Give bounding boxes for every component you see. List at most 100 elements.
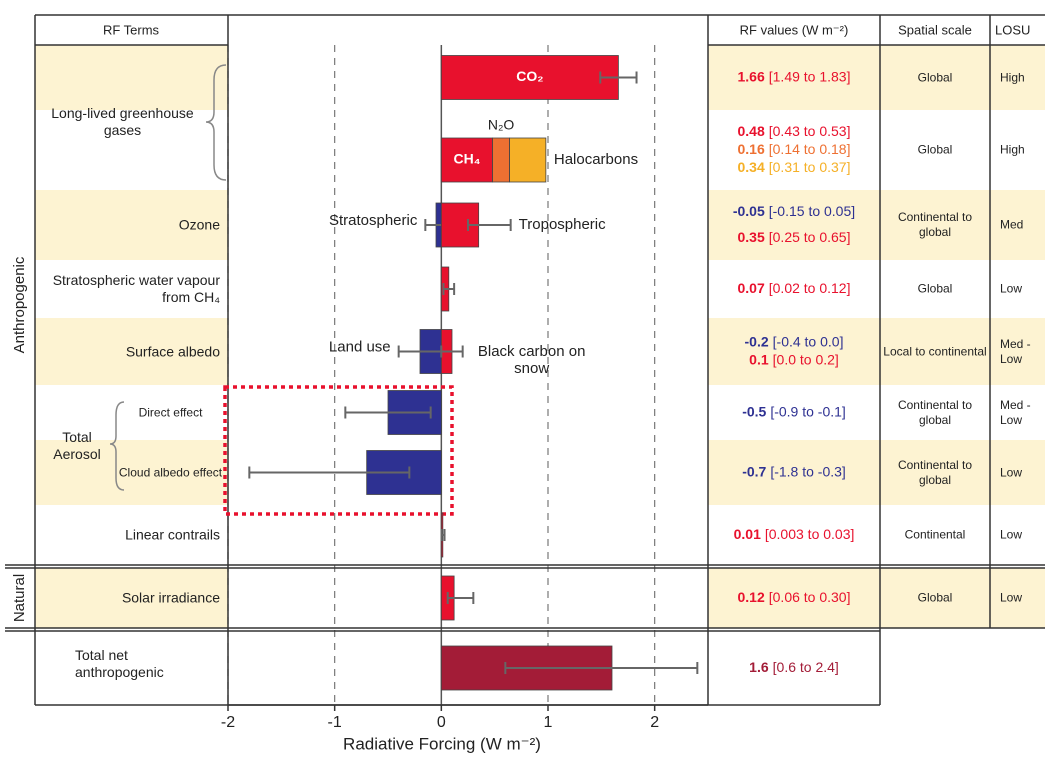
error-bar — [467, 219, 512, 231]
group-label: Total Aerosol — [53, 429, 101, 462]
losu: Med - Low — [1000, 397, 1031, 427]
row-label: Solar irradiance — [121, 589, 220, 606]
row-label: Stratospheric water vapour from CH₄ — [52, 272, 220, 305]
rf-value-number: -0.7 — [742, 463, 766, 479]
spatial-scale: Continental — [904, 527, 966, 542]
header: Spatial scale — [898, 22, 972, 37]
rf-value: -0.5 [-0.9 to -0.1] — [742, 403, 846, 419]
rf-value: 1.6 [0.6 to 2.4] — [749, 659, 839, 675]
brace — [205, 64, 227, 181]
rf-value: -0.7 [-1.8 to -0.3] — [742, 463, 846, 479]
rf-value-range: [0.003 to 0.03] — [765, 526, 855, 542]
error-bar — [344, 406, 432, 419]
bar-label: N₂O — [488, 117, 515, 133]
rf-value-number: -0.05 — [733, 203, 765, 219]
group-label: Natural — [11, 574, 28, 622]
rf-value-number: 0.35 — [738, 229, 765, 245]
rf-value-range: [0.14 to 0.18] — [769, 141, 851, 157]
x-tick-label: 0 — [437, 714, 446, 731]
x-tick-label: 1 — [544, 714, 553, 731]
losu: Low — [1000, 527, 1023, 542]
row-background — [708, 45, 1045, 110]
row-background — [35, 440, 228, 505]
bar-label: Tropospheric — [519, 216, 606, 233]
rf-value: 0.01 [0.003 to 0.03] — [734, 526, 855, 542]
losu: High — [1000, 142, 1025, 157]
rf-value: 0.1 [0.0 to 0.2] — [749, 351, 839, 367]
header: RF values (W m⁻²) — [740, 22, 849, 37]
x-tick-label: -2 — [221, 714, 235, 731]
row-background — [35, 190, 228, 260]
error-bar — [440, 345, 464, 358]
bar — [440, 137, 493, 183]
rf-value-number: 0.1 — [749, 351, 769, 367]
row-background — [35, 45, 228, 110]
rf-value-range: [0.06 to 0.30] — [769, 589, 851, 605]
row-background — [35, 318, 228, 385]
rf-value-range: [-1.8 to -0.3] — [770, 463, 845, 479]
row-background — [708, 190, 1045, 260]
header: RF Terms — [103, 22, 160, 37]
losu: Med — [1000, 217, 1024, 232]
rf-value-range: [-0.4 to 0.0] — [773, 333, 844, 349]
rf-value-number: 0.07 — [738, 280, 765, 296]
row-background — [708, 318, 1045, 385]
rf-value: 0.07 [0.02 to 0.12] — [738, 280, 851, 296]
losu: Low — [1000, 590, 1023, 605]
row-backgrounds — [35, 45, 1045, 628]
row-label: Ozone — [178, 216, 220, 233]
rf-value: 0.12 [0.06 to 0.30] — [738, 589, 851, 605]
rf-value-number: 0.34 — [738, 159, 765, 175]
marks: -2 -1 0 1 2 CO₂ 1.66 [1.49 to 1.83] CH₄ N₂O Haloca… — [221, 55, 855, 731]
rf-value: 0.35 [0.25 to 0.65] — [738, 229, 851, 245]
bar-label: Halocarbons — [554, 151, 638, 168]
bar-label: Black carbon on snow — [477, 342, 586, 377]
rf-value: -0.05 [-0.15 to 0.05] — [733, 203, 855, 219]
rf-value-range: [0.02 to 0.12] — [769, 280, 851, 296]
header: LOSU — [995, 22, 1030, 37]
error-bar — [442, 283, 456, 295]
rf-value-range: [0.0 to 0.2] — [773, 351, 839, 367]
bar — [440, 202, 480, 248]
bar-label: Stratospheric — [329, 212, 418, 229]
brace — [109, 401, 125, 491]
bar — [509, 137, 547, 183]
error-bar — [248, 466, 411, 479]
rf-value-range: [-0.15 to 0.05] — [769, 203, 855, 219]
highlight-box — [223, 385, 454, 516]
rf-value-number: 0.16 — [738, 141, 765, 157]
error-bar — [440, 529, 446, 541]
rf-value-range: [0.25 to 0.65] — [769, 229, 851, 245]
x-axis-title: Radiative Forcing (W m⁻²) — [343, 734, 541, 753]
spatial-scale: Continental to global — [897, 457, 973, 487]
rf-value-range: [0.31 to 0.37] — [769, 159, 851, 175]
error-bar — [599, 71, 638, 84]
bar — [492, 137, 510, 183]
row-background — [708, 440, 1045, 505]
bar-label: CO₂ — [516, 68, 543, 84]
rf-value: 0.16 [0.14 to 0.18] — [738, 141, 851, 157]
rf-value-number: 0.12 — [738, 589, 765, 605]
rf-value-number: 0.48 — [738, 123, 765, 139]
bar-label: CH₄ — [453, 151, 480, 167]
spatial-scale: Local to continental — [883, 344, 987, 358]
row-label: Surface albedo — [125, 343, 220, 359]
bar-label: Land use — [329, 338, 391, 355]
row-background — [708, 568, 1045, 628]
error-bar — [446, 592, 475, 604]
bar — [440, 55, 619, 100]
rf-value-number: 0.01 — [734, 526, 761, 542]
rf-value-range: [-0.9 to -0.1] — [770, 403, 845, 419]
x-tick-label: -1 — [328, 714, 342, 731]
spatial-scale: Continental to global — [897, 210, 973, 239]
spatial-scale: Global — [917, 70, 953, 84]
rf-value: 1.66 [1.49 to 1.83] — [738, 68, 851, 84]
rf-value: 0.34 [0.31 to 0.37] — [738, 159, 851, 175]
rf-value: 0.48 [0.43 to 0.53] — [738, 123, 851, 139]
group-label: Long-lived greenhouse gases — [51, 105, 194, 138]
rf-value-range: [1.49 to 1.83] — [769, 68, 851, 84]
spatial-scale: Global — [917, 590, 953, 605]
table-frame — [5, 14, 1045, 706]
losu: Low — [1000, 281, 1023, 296]
